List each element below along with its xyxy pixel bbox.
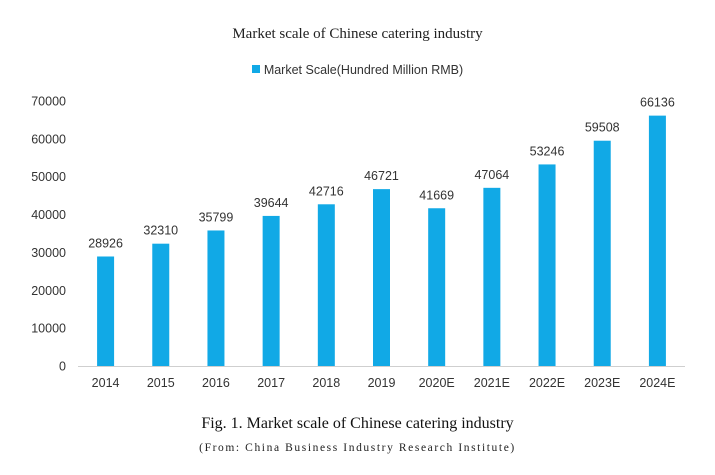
figure-caption: Fig. 1. Market scale of Chinese catering… — [201, 415, 514, 432]
legend: Market Scale(Hundred Million RMB) — [0, 63, 715, 77]
y-tick-label: 10000 — [31, 322, 66, 336]
y-tick-label: 40000 — [31, 208, 66, 222]
chart-title: Market scale of Chinese catering industr… — [232, 26, 483, 42]
bar — [428, 208, 446, 366]
y-tick-label: 50000 — [31, 170, 66, 184]
x-tick-label: 2023E — [584, 376, 620, 390]
x-tick-label: 2017 — [257, 376, 285, 390]
data-label: 39644 — [254, 196, 289, 210]
x-tick-label: 2016 — [202, 376, 230, 390]
bar — [207, 230, 225, 366]
bar — [593, 140, 611, 366]
data-label: 32310 — [143, 224, 178, 238]
bar — [262, 215, 280, 366]
x-tick-label: 2019 — [368, 376, 396, 390]
y-tick-label: 0 — [59, 360, 66, 374]
data-label: 35799 — [199, 210, 234, 224]
bar — [317, 204, 335, 366]
bar — [483, 187, 501, 366]
data-label: 42716 — [309, 184, 344, 198]
x-tick-label: 2021E — [474, 376, 510, 390]
legend-swatch — [251, 65, 260, 73]
data-label: 53246 — [530, 144, 565, 158]
data-label: 28926 — [88, 236, 123, 250]
figure-source: (From: China Business Industry Research … — [199, 442, 516, 454]
y-tick-label: 60000 — [31, 132, 66, 146]
bar — [97, 256, 115, 366]
bar — [538, 164, 556, 366]
x-tick-label: 2018 — [312, 376, 340, 390]
y-tick-label: 30000 — [31, 246, 66, 260]
data-label: 46721 — [364, 169, 399, 183]
data-label: 47064 — [474, 168, 509, 182]
x-tick-label: 2014 — [92, 376, 120, 390]
x-tick-label: 2024E — [639, 376, 675, 390]
bar — [152, 243, 170, 366]
legend-label: Market Scale(Hundred Million RMB) — [263, 63, 464, 77]
y-tick-label: 70000 — [31, 95, 66, 109]
x-tick-label: 2022E — [529, 376, 565, 390]
data-label: 41669 — [419, 188, 454, 202]
data-label: 59508 — [585, 121, 620, 135]
data-label: 66136 — [640, 96, 675, 110]
y-tick-label: 20000 — [31, 284, 66, 298]
bar — [373, 189, 390, 366]
x-tick-label: 2015 — [147, 376, 175, 390]
x-tick-label: 2020E — [419, 376, 455, 390]
bar — [648, 115, 666, 367]
